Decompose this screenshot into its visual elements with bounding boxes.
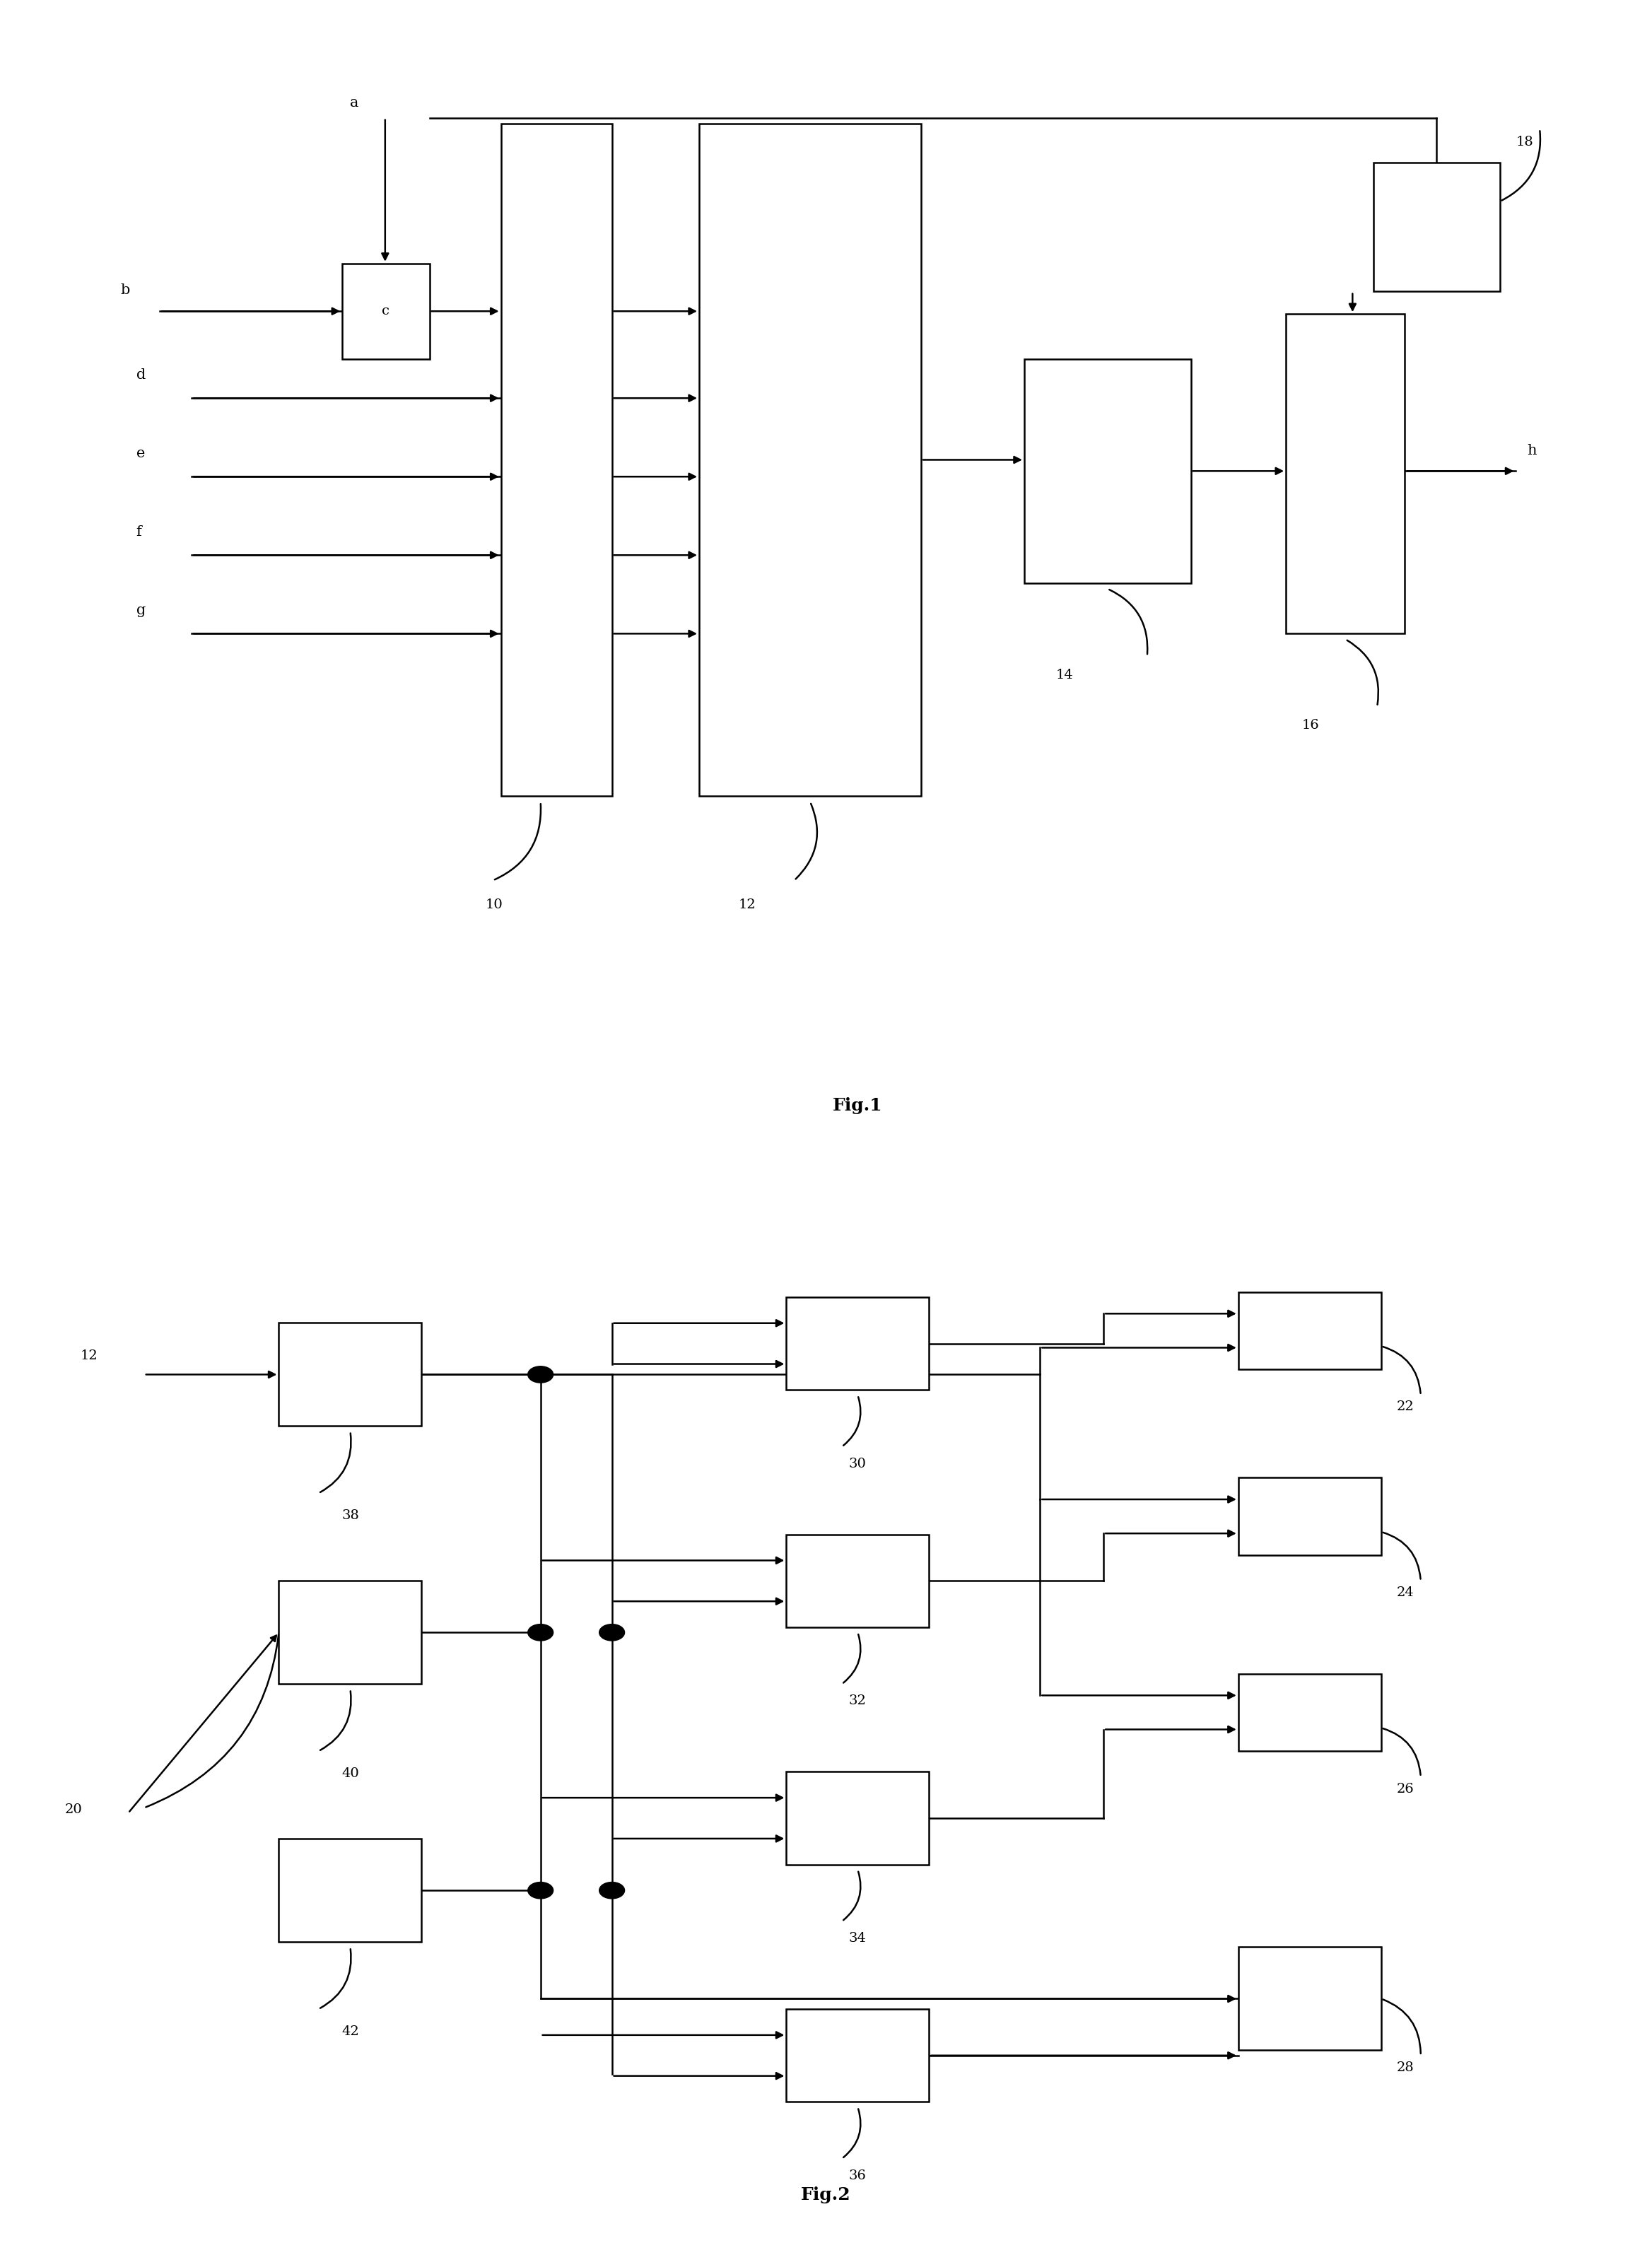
Text: 12: 12 — [738, 899, 757, 911]
Text: f: f — [135, 525, 142, 538]
Circle shape — [529, 1624, 553, 1640]
Bar — [786, 1772, 928, 1864]
Text: 38: 38 — [342, 1510, 358, 1521]
Text: 42: 42 — [342, 2025, 358, 2037]
Bar — [699, 123, 922, 796]
Text: b: b — [121, 285, 129, 298]
Text: 10: 10 — [486, 899, 502, 911]
Text: 16: 16 — [1302, 720, 1320, 731]
Bar — [501, 123, 611, 796]
Text: Fig.1: Fig.1 — [833, 1097, 882, 1115]
Bar — [1239, 1478, 1381, 1554]
Circle shape — [600, 1624, 624, 1640]
Circle shape — [529, 1366, 553, 1382]
Bar — [342, 265, 430, 359]
Bar — [786, 1296, 928, 1391]
Text: Fig.2: Fig.2 — [801, 2187, 851, 2203]
Text: d: d — [135, 368, 145, 381]
Text: 32: 32 — [849, 1696, 867, 1707]
Bar — [1373, 161, 1500, 292]
Bar — [786, 2010, 928, 2102]
Text: 28: 28 — [1398, 2061, 1414, 2075]
Text: e: e — [135, 446, 145, 460]
Text: 40: 40 — [342, 1767, 358, 1779]
Text: a: a — [350, 96, 358, 110]
Text: 22: 22 — [1398, 1400, 1414, 1413]
Text: 24: 24 — [1398, 1586, 1414, 1599]
Bar — [279, 1581, 421, 1684]
Text: g: g — [135, 603, 145, 617]
Text: 36: 36 — [849, 2169, 867, 2182]
Text: 26: 26 — [1398, 1783, 1414, 1794]
Bar — [1024, 359, 1191, 583]
Bar — [1239, 1673, 1381, 1752]
Bar — [1285, 314, 1404, 635]
Text: 14: 14 — [1056, 668, 1074, 682]
Circle shape — [600, 1882, 624, 1898]
Text: 18: 18 — [1517, 137, 1533, 148]
Text: 12: 12 — [81, 1348, 97, 1362]
Bar — [279, 1323, 421, 1427]
Bar — [786, 1534, 928, 1628]
Text: 30: 30 — [849, 1458, 867, 1469]
Text: 34: 34 — [849, 1931, 867, 1945]
Bar — [1239, 1947, 1381, 2050]
Text: c: c — [382, 305, 390, 319]
Bar — [1239, 1292, 1381, 1368]
Circle shape — [529, 1882, 553, 1898]
Text: 20: 20 — [64, 1803, 83, 1817]
Text: h: h — [1526, 444, 1536, 458]
Bar — [279, 1839, 421, 1942]
